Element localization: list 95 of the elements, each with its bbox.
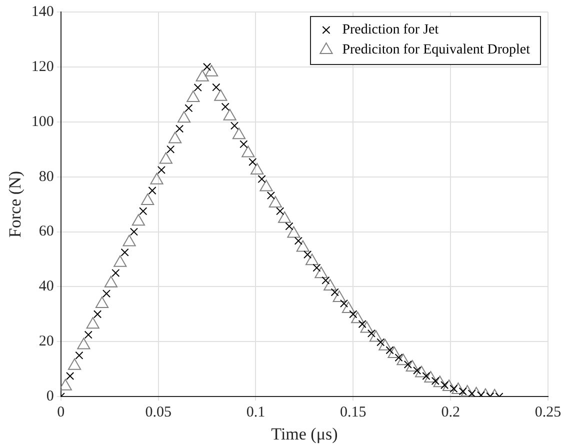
point xyxy=(112,268,120,278)
x-tick-label: 0.1 xyxy=(246,404,266,421)
point xyxy=(314,266,328,278)
point xyxy=(332,290,346,302)
y-tick-label: 40 xyxy=(38,278,54,295)
point xyxy=(168,132,182,144)
point xyxy=(242,146,255,158)
y-tick-label: 80 xyxy=(38,168,54,185)
point xyxy=(294,236,302,245)
point xyxy=(214,89,228,101)
point xyxy=(396,354,410,366)
point xyxy=(132,214,146,226)
point xyxy=(177,111,191,123)
point xyxy=(258,174,266,184)
point xyxy=(460,384,474,396)
point xyxy=(285,222,294,230)
point xyxy=(330,288,339,296)
point xyxy=(404,360,412,368)
point xyxy=(120,248,129,256)
point xyxy=(102,290,111,298)
point xyxy=(240,140,248,148)
point xyxy=(194,84,202,92)
point xyxy=(141,194,154,206)
point xyxy=(66,372,74,380)
point xyxy=(157,166,166,174)
point xyxy=(84,330,92,339)
point xyxy=(139,207,148,216)
point xyxy=(296,240,310,252)
y-tick-label: 60 xyxy=(38,224,54,240)
point xyxy=(223,108,236,120)
point xyxy=(388,346,401,358)
point xyxy=(230,122,239,130)
point xyxy=(122,234,136,246)
x-tick-label: 0.25 xyxy=(534,404,562,421)
point xyxy=(276,207,284,216)
y-tick-label: 100 xyxy=(31,114,54,130)
point xyxy=(186,90,200,102)
x-tick-label: 0 xyxy=(57,404,65,421)
point xyxy=(212,83,220,92)
point xyxy=(452,382,465,394)
point xyxy=(442,379,456,391)
point xyxy=(232,128,246,140)
point xyxy=(414,366,428,378)
point xyxy=(369,330,383,342)
y-tick-label: 0 xyxy=(46,388,54,405)
point xyxy=(351,312,364,324)
point xyxy=(204,64,218,76)
point xyxy=(304,250,312,259)
point xyxy=(378,338,392,350)
point xyxy=(104,276,118,288)
x-tick-label: 0.05 xyxy=(145,404,172,421)
point xyxy=(75,351,84,360)
point xyxy=(196,70,209,82)
point xyxy=(68,358,82,370)
point xyxy=(159,152,172,164)
point xyxy=(93,310,102,318)
point xyxy=(166,145,175,154)
point xyxy=(278,211,292,223)
point xyxy=(95,296,109,308)
point xyxy=(250,163,264,175)
point xyxy=(77,338,90,350)
y-axis-title: Force (N) xyxy=(6,171,25,238)
point xyxy=(406,360,419,372)
point xyxy=(268,196,282,208)
point xyxy=(431,376,440,385)
x-axis-title: Time (μs) xyxy=(271,424,338,444)
point xyxy=(176,124,184,133)
point xyxy=(130,228,138,236)
x-tick-label: 0.2 xyxy=(441,404,460,421)
point xyxy=(342,301,356,313)
point xyxy=(266,191,275,200)
point xyxy=(114,255,127,267)
point xyxy=(358,320,366,328)
point xyxy=(305,254,319,266)
point xyxy=(424,370,438,382)
x-tick-label: 0.15 xyxy=(340,404,366,421)
y-tick-label: 140 xyxy=(31,4,54,20)
point xyxy=(360,321,374,333)
point xyxy=(324,278,337,290)
y-tick-label: 20 xyxy=(38,334,54,350)
point xyxy=(433,376,446,388)
point xyxy=(260,180,273,192)
point xyxy=(221,102,230,111)
y-tick-label: 120 xyxy=(31,58,54,75)
legend-label: Prediction for Jet xyxy=(342,22,439,38)
point xyxy=(150,172,164,184)
point xyxy=(248,158,257,166)
point xyxy=(184,104,193,112)
point xyxy=(148,186,156,195)
point xyxy=(468,390,476,397)
legend-label: Prediciton for Equivalent Droplet xyxy=(342,42,530,58)
point xyxy=(458,387,467,396)
point xyxy=(312,264,321,272)
point xyxy=(287,226,300,238)
point xyxy=(86,317,100,329)
